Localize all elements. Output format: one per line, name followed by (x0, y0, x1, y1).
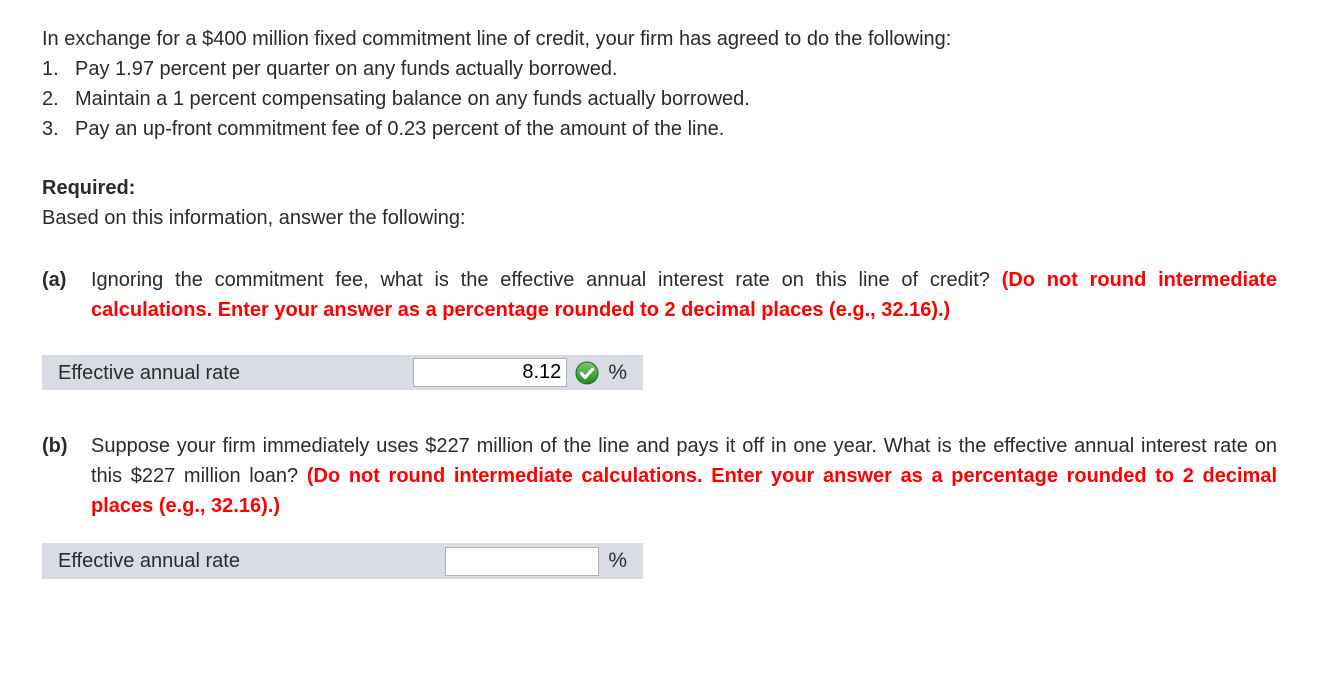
intro-lead: In exchange for a $400 million fixed com… (42, 28, 952, 50)
part-b-instruction: (Do not round intermediate calculations.… (91, 465, 1278, 517)
check-circle-icon (575, 361, 599, 384)
part-a-text: Ignoring the commitment fee, what is the… (91, 265, 1277, 325)
part-a-answer-label: Effective annual rate (58, 361, 240, 384)
part-b-answer-label: Effective annual rate (58, 550, 240, 572)
condition-number: 3. (42, 118, 59, 140)
part-b-answer-row: Effective annual rate % (42, 543, 643, 579)
part-a-instruction: (Do not round intermediate calculations.… (91, 269, 1278, 321)
condition-item-2: 2. Maintain a 1 percent compensating bal… (42, 84, 1278, 114)
required-subtext: Based on this information, answer the fo… (42, 207, 466, 229)
required-heading: Required: (42, 177, 136, 199)
part-a-marker: (a) (42, 269, 67, 291)
part-a-answer-row: Effective annual rate % (42, 355, 643, 390)
part-b-percent-sign: % (608, 549, 627, 572)
part-b-marker: (b) (42, 435, 68, 457)
condition-item-3: 3. Pay an up-front commitment fee of 0.2… (42, 114, 1278, 144)
part-a-percent-sign: % (608, 360, 627, 384)
condition-number: 2. (42, 88, 59, 110)
part-a-answer-input[interactable] (413, 358, 568, 387)
required-block: Required: Based on this information, ans… (42, 173, 1278, 233)
condition-text: Pay 1.97 percent per quarter on any fund… (75, 58, 618, 80)
condition-text: Maintain a 1 percent compensating balanc… (75, 88, 750, 110)
part-a-question: (a) Ignoring the commitment fee, what is… (42, 265, 1278, 325)
part-b-question-text: Suppose your firm immediately uses $227 … (91, 435, 1277, 487)
part-b-answer-input[interactable] (445, 546, 600, 576)
part-b-question: (b) Suppose your firm immediately uses $… (42, 431, 1278, 521)
part-b-text: Suppose your firm immediately uses $227 … (91, 431, 1277, 521)
part-a-question-text: Ignoring the commitment fee, what is the… (91, 269, 990, 291)
condition-text: Pay an up-front commitment fee of 0.23 p… (75, 118, 725, 140)
condition-item-1: 1. Pay 1.97 percent per quarter on any f… (42, 54, 1278, 84)
condition-number: 1. (42, 58, 59, 80)
question-content: In exchange for a $400 million fixed com… (42, 24, 1278, 579)
